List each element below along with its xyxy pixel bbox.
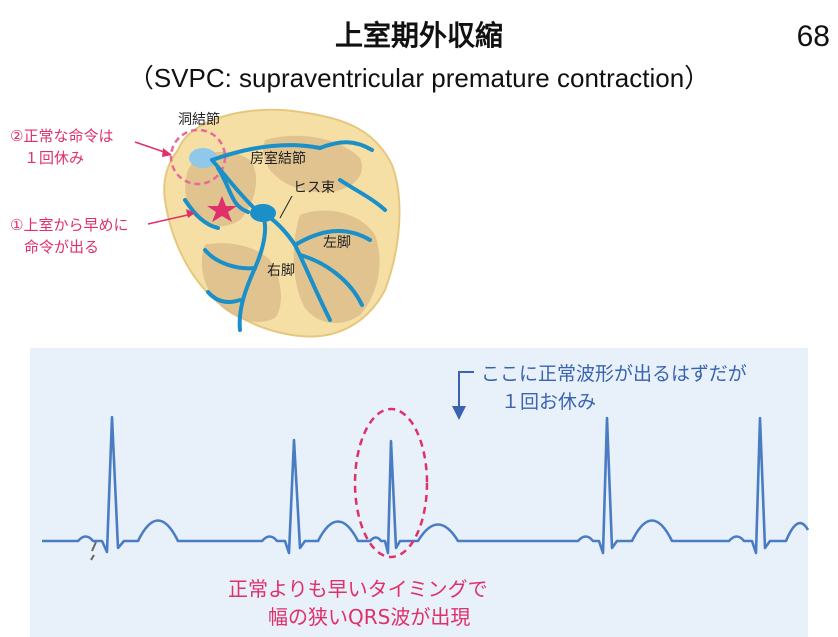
arrowhead-normal: [162, 148, 172, 157]
callout-early-line2: 命令が出る: [24, 238, 99, 256]
ectopic-focus-star: [207, 196, 237, 222]
slide-subtitle: （SVPC: supraventricular premature contra…: [127, 63, 711, 93]
note-line1: ここに正常波形が出るはずだが: [481, 363, 747, 385]
ecg-panel-background: [30, 348, 808, 637]
premature-beat-highlight: [353, 407, 429, 559]
av-node: [250, 204, 276, 222]
left-atrium: [263, 135, 363, 193]
callout-arrow-early: [147, 213, 193, 225]
ecg-start-marker: [90, 541, 97, 561]
callout-early-line1: ①上室から早めに: [10, 216, 128, 234]
sa-node-label: 洞結節: [178, 111, 220, 128]
note-arrow: [458, 371, 474, 408]
sa-node: [189, 148, 217, 168]
callout-normal-line2: １回休み: [24, 149, 84, 167]
page-number: 68: [796, 20, 830, 53]
arrowhead-early: [186, 209, 195, 218]
callout-normal-line1: ②正常な命令は: [10, 127, 113, 145]
slide-title: 上室期外収縮: [334, 19, 503, 52]
caption-line2: 幅の狭いQRS波が出現: [268, 605, 470, 629]
ecg-trace: [42, 415, 810, 555]
note-line2: １回お休み: [501, 391, 596, 413]
his-bundle-label: ヒス束: [293, 180, 335, 196]
heart-illustration: 洞結節 房室結節 ヒス束 左脚 右脚 ②正常な命令は １回休み ①上室から早めに…: [10, 108, 401, 338]
note-arrowhead: [452, 406, 466, 420]
left-bundle-label: 左脚: [323, 235, 351, 251]
his-leader: [279, 195, 293, 219]
right-bundle-label: 右脚: [267, 263, 295, 279]
caption-line1: 正常よりも早いタイミングで: [228, 577, 488, 601]
av-node-label: 房室結節: [250, 150, 306, 167]
